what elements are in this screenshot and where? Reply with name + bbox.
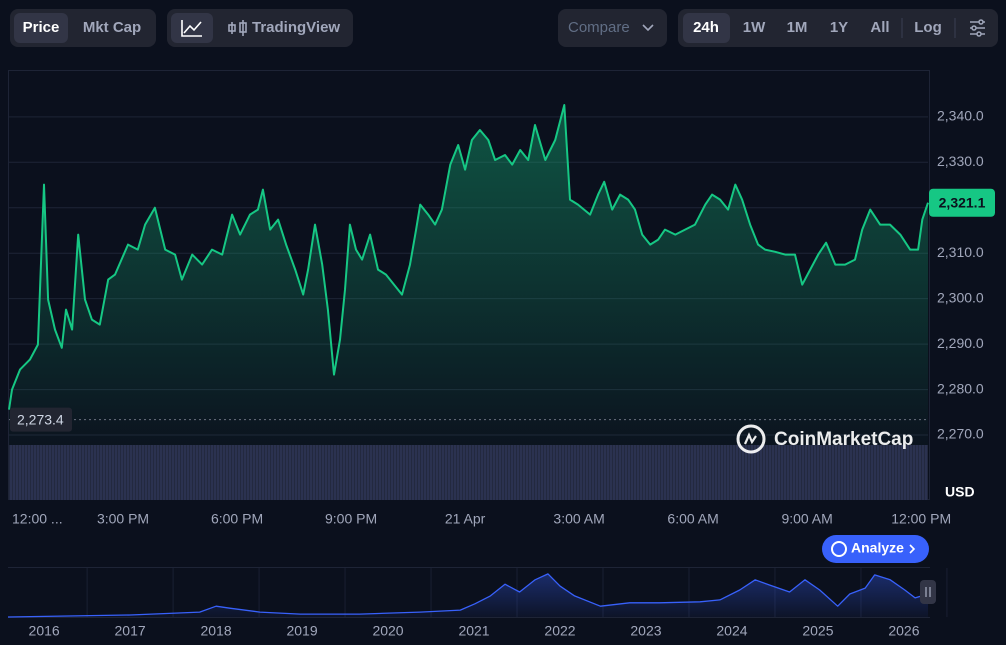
- x-tick-label: 9:00 PM: [325, 511, 377, 527]
- x-tick-label: 6:00 PM: [211, 511, 263, 527]
- y-tick-label: 2,300.0: [937, 289, 984, 305]
- range-all[interactable]: All: [870, 19, 889, 36]
- area-fill: [9, 105, 928, 445]
- range-1y[interactable]: 1Y: [830, 19, 848, 36]
- analyze-label: Analyze: [851, 540, 904, 556]
- x-tick-label: 2019: [286, 623, 317, 639]
- chevron-icon: [909, 544, 916, 554]
- y-tick-label: 2,270.0: [937, 426, 984, 442]
- active-tab-bg: [14, 13, 68, 43]
- volume-strip: [9, 445, 928, 500]
- line-chart-icon: [181, 20, 202, 37]
- compare-dropdown[interactable]: [558, 9, 667, 47]
- price-tab[interactable]: Price: [23, 19, 60, 36]
- price-line: [8, 104, 929, 410]
- y-tick-label: 2,330.0: [937, 153, 984, 169]
- candle-icon-body: [239, 22, 247, 33]
- range-group: [678, 9, 998, 47]
- x-tick-label: 2018: [200, 623, 231, 639]
- area-fill: [8, 573, 928, 617]
- log-toggle[interactable]: Log: [914, 19, 942, 36]
- last-price-tag: [929, 188, 995, 217]
- candle-icon-body: [228, 24, 236, 32]
- x-tick-label: 2017: [115, 623, 146, 639]
- x-tick-label: 2023: [630, 623, 661, 639]
- x-tick-label: 6:00 AM: [667, 511, 718, 527]
- x-tick-label: 2021: [458, 623, 489, 639]
- x-tick-label: 9:00 AM: [781, 511, 832, 527]
- tradingview-button[interactable]: TradingView: [252, 19, 340, 36]
- range-1m[interactable]: 1M: [787, 19, 808, 36]
- analyze-button[interactable]: [822, 535, 929, 563]
- x-tick-label: 21 Apr: [445, 511, 486, 527]
- price-line: [7, 573, 929, 618]
- x-tick-label: 2025: [802, 623, 833, 639]
- x-tick-label: 2022: [544, 623, 575, 639]
- watermark: CoinMarketCap: [736, 424, 913, 454]
- x-tick-label: 2020: [372, 623, 403, 639]
- x-tick-label: 3:00 AM: [553, 511, 604, 527]
- active-range-bg: [683, 13, 730, 43]
- x-tick-label: 2016: [29, 623, 60, 639]
- navigator-handle[interactable]: [920, 580, 936, 604]
- x-tick-label: 12:00 ...: [12, 511, 63, 527]
- handle-grip: [925, 587, 931, 597]
- chart-style-group: [167, 9, 353, 47]
- x-tick-label: 12:00 PM: [891, 511, 951, 527]
- last-price-label: 2,321.1: [939, 194, 986, 210]
- y-tick-label: 2,340.0: [937, 108, 984, 124]
- watermark-text: CoinMarketCap: [774, 429, 913, 450]
- y-tick-label: 2,290.0: [937, 335, 984, 351]
- analyze-icon: [831, 541, 847, 557]
- range-24h[interactable]: 24h: [693, 19, 719, 36]
- open-price-tag: [10, 407, 72, 432]
- chevron-icon: [642, 24, 654, 32]
- currency-label: USD: [945, 484, 975, 500]
- x-tick-label: 3:00 PM: [97, 511, 149, 527]
- x-tick-label: 2026: [888, 623, 919, 639]
- x-tick-label: 2024: [716, 623, 747, 639]
- y-tick-label: 2,310.0: [937, 244, 984, 260]
- open-price-label: 2,273.4: [17, 411, 64, 427]
- range-1w[interactable]: 1W: [743, 19, 766, 36]
- compare-label: Compare: [568, 19, 630, 36]
- y-tick-label: 2,280.0: [937, 380, 984, 396]
- settings-icon[interactable]: [970, 19, 985, 37]
- mkt-cap-tab[interactable]: Mkt Cap: [83, 19, 141, 36]
